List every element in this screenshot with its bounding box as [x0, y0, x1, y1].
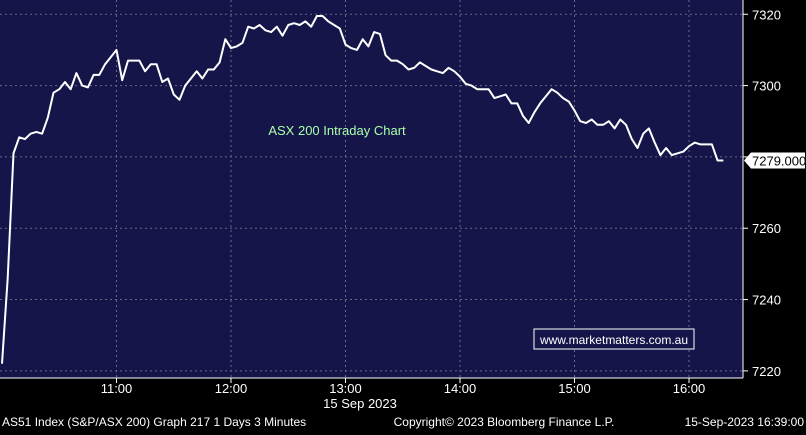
chart-title: ASX 200 Intraday Chart [268, 123, 406, 138]
x-axis-label: 15 Sep 2023 [323, 396, 397, 411]
y-tick-label-7240: 7240 [752, 293, 781, 308]
x-axis-ticks: 11:00 12:00 13:00 14:00 15:00 16:00 [101, 378, 706, 396]
y-tick-label-7300: 7300 [752, 79, 781, 94]
watermark-box [533, 328, 695, 350]
x-tick-label-12:00: 12:00 [215, 381, 248, 396]
x-tick-label-13:00: 13:00 [329, 381, 362, 396]
axes [0, 0, 744, 379]
y-tick-label-7320: 7320 [752, 7, 781, 22]
plot-area [0, 0, 743, 378]
footer-copyright: Copyright© 2023 Bloomberg Finance L.P. [394, 415, 615, 429]
last-value-box [744, 152, 805, 169]
footer-timestamp: 15-Sep-2023 16:39:00 [685, 415, 805, 429]
footer-security-info: AS51 Index (S&P/ASX 200) Graph 217 1 Day… [2, 415, 306, 429]
x-tick-label-14:00: 14:00 [444, 381, 477, 396]
series-line-asx200 [1, 15, 724, 364]
last-value-label: 7279.000 [752, 153, 806, 168]
y-tick-label-7260: 7260 [752, 221, 781, 236]
x-tick-label-11:00: 11:00 [101, 381, 133, 396]
x-tick-label-15:00: 15:00 [558, 381, 591, 396]
watermark-text: www.marketmatters.com.au [539, 333, 688, 347]
y-tick-label-7220: 7220 [752, 364, 781, 379]
footer: AS51 Index (S&P/ASX 200) Graph 217 1 Day… [2, 415, 804, 429]
last-value-marker: 7279.000 [744, 152, 806, 169]
watermark: www.marketmatters.com.au [533, 328, 695, 350]
grid-lines [0, 0, 743, 378]
x-tick-label-16:00: 16:00 [673, 381, 706, 396]
y-axis-ticks: 722072407260728073007320 [743, 7, 781, 379]
